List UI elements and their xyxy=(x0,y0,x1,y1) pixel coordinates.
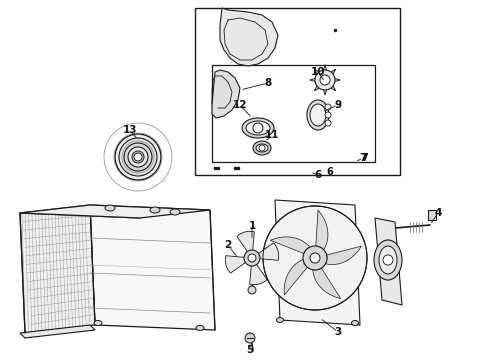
Ellipse shape xyxy=(246,121,270,135)
Circle shape xyxy=(244,250,260,266)
Polygon shape xyxy=(220,8,278,66)
Text: 12: 12 xyxy=(233,100,247,110)
Text: 10: 10 xyxy=(311,67,325,77)
Polygon shape xyxy=(20,205,95,333)
Ellipse shape xyxy=(276,318,284,323)
Ellipse shape xyxy=(196,325,204,330)
Ellipse shape xyxy=(119,138,157,176)
Ellipse shape xyxy=(351,320,359,325)
Ellipse shape xyxy=(253,141,271,155)
Ellipse shape xyxy=(307,100,329,130)
Text: 6: 6 xyxy=(327,167,333,177)
Polygon shape xyxy=(90,205,215,330)
Text: 11: 11 xyxy=(265,130,279,140)
Polygon shape xyxy=(325,246,362,265)
Ellipse shape xyxy=(128,147,148,167)
Circle shape xyxy=(315,70,335,90)
Ellipse shape xyxy=(374,240,402,280)
Text: 5: 5 xyxy=(246,345,254,355)
Polygon shape xyxy=(284,260,307,295)
Polygon shape xyxy=(270,237,310,253)
Bar xyxy=(195,8,400,175)
Ellipse shape xyxy=(105,205,115,211)
Circle shape xyxy=(245,333,255,343)
Polygon shape xyxy=(225,256,252,273)
Text: 3: 3 xyxy=(334,327,342,337)
Ellipse shape xyxy=(170,209,180,215)
Text: 13: 13 xyxy=(123,125,137,135)
Text: 9: 9 xyxy=(335,100,342,110)
Circle shape xyxy=(325,104,331,110)
Polygon shape xyxy=(212,70,240,118)
Circle shape xyxy=(303,246,327,270)
Circle shape xyxy=(248,254,256,262)
Polygon shape xyxy=(20,205,210,218)
Circle shape xyxy=(383,255,393,265)
Circle shape xyxy=(248,286,256,294)
Text: 2: 2 xyxy=(224,240,232,250)
Polygon shape xyxy=(313,268,341,298)
Text: 7: 7 xyxy=(359,153,367,163)
Ellipse shape xyxy=(379,246,397,274)
Text: 4: 4 xyxy=(434,208,441,218)
Ellipse shape xyxy=(115,134,161,180)
Polygon shape xyxy=(252,243,279,260)
Polygon shape xyxy=(375,218,402,305)
Text: 1: 1 xyxy=(248,221,256,231)
Polygon shape xyxy=(250,258,267,285)
Circle shape xyxy=(259,145,265,151)
Ellipse shape xyxy=(310,104,326,126)
Circle shape xyxy=(253,123,263,133)
Circle shape xyxy=(325,120,331,126)
Circle shape xyxy=(310,253,320,263)
Ellipse shape xyxy=(256,144,268,152)
Text: 8: 8 xyxy=(265,78,271,88)
Bar xyxy=(428,210,436,220)
Circle shape xyxy=(320,75,330,85)
Ellipse shape xyxy=(132,151,144,163)
Text: 6: 6 xyxy=(315,170,321,180)
Circle shape xyxy=(134,153,142,161)
Circle shape xyxy=(263,206,367,310)
Text: 7: 7 xyxy=(362,153,368,163)
Polygon shape xyxy=(275,200,360,325)
Polygon shape xyxy=(20,325,95,338)
Polygon shape xyxy=(237,231,254,258)
Ellipse shape xyxy=(242,118,274,138)
Ellipse shape xyxy=(124,143,152,171)
Ellipse shape xyxy=(94,320,102,325)
Circle shape xyxy=(325,112,331,118)
Bar xyxy=(212,65,375,162)
Ellipse shape xyxy=(150,207,160,213)
Polygon shape xyxy=(316,210,328,250)
